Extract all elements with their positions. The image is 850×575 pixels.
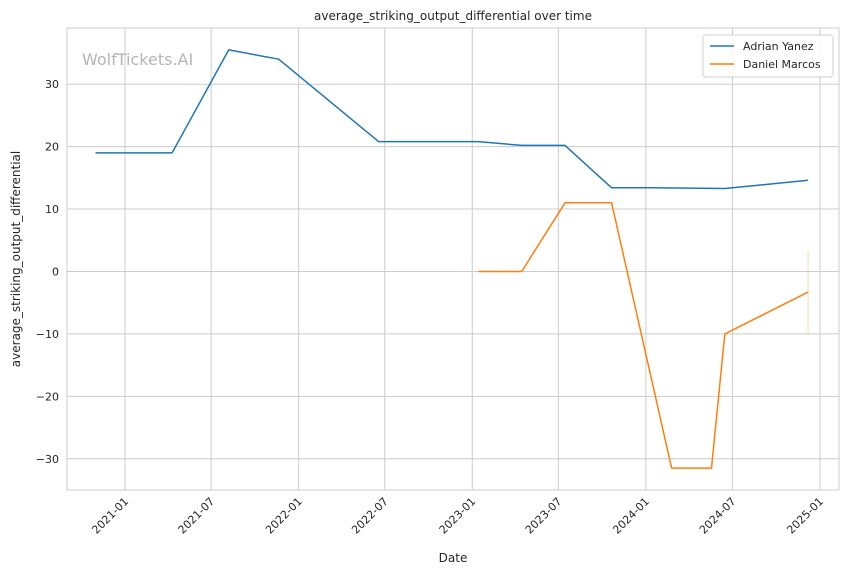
y-tick-label: −10 (36, 328, 59, 341)
chart-title: average_striking_output_differential ove… (314, 9, 592, 23)
series-line (478, 202, 809, 469)
series-daniel-marcos (478, 202, 809, 469)
watermark: WolfTickets.AI (82, 50, 193, 69)
y-tick-label: 30 (45, 78, 59, 91)
plot-frame (66, 27, 840, 491)
y-tick-label: −30 (36, 453, 59, 466)
y-tick-label: 0 (52, 265, 59, 278)
legend: Adrian Yanez Daniel Marcos (702, 34, 834, 78)
y-axis-ticks: 30 20 10 0 −10 −20 −30 (36, 78, 59, 466)
series-line (95, 49, 809, 190)
legend-box (702, 34, 834, 78)
y-tick-label: 20 (45, 141, 59, 154)
legend-label: Adrian Yanez (743, 40, 814, 53)
series-adrian-yanez (95, 49, 809, 190)
y-tick-label: 10 (45, 203, 59, 216)
y-axis-label: average_striking_output_differential (9, 151, 23, 367)
grid (67, 28, 839, 490)
legend-label: Daniel Marcos (743, 58, 821, 71)
y-tick-label: −20 (36, 390, 59, 403)
series-layer (95, 49, 809, 469)
x-axis-label: Date (439, 551, 468, 565)
